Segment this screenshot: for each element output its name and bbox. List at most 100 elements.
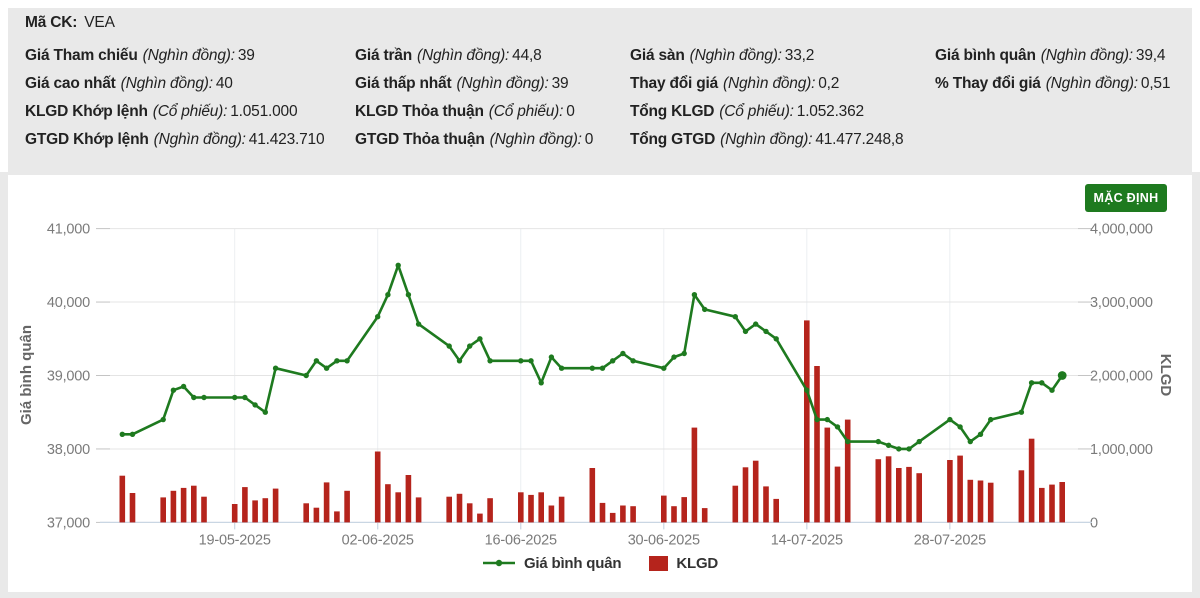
price-point[interactable] — [467, 343, 473, 349]
price-point[interactable] — [814, 416, 820, 423]
price-point[interactable] — [977, 431, 984, 437]
legend-item-volume[interactable]: KLGD — [649, 555, 718, 572]
volume-bar[interactable] — [1039, 487, 1045, 523]
volume-bar[interactable] — [977, 480, 984, 523]
volume-bar[interactable] — [1028, 438, 1035, 523]
price-point[interactable] — [1039, 380, 1045, 386]
price-point[interactable] — [957, 424, 963, 430]
volume-bar[interactable] — [548, 505, 555, 523]
volume-bar[interactable] — [252, 500, 258, 523]
default-view-button[interactable]: MẶC ĐỊNH — [1085, 184, 1167, 212]
price-point[interactable] — [487, 358, 493, 364]
price-point[interactable] — [702, 306, 708, 313]
price-point[interactable] — [252, 402, 258, 408]
volume-bar[interactable] — [446, 496, 452, 523]
price-point[interactable] — [334, 358, 340, 364]
volume-bar[interactable] — [334, 511, 340, 523]
volume-bar[interactable] — [518, 492, 524, 523]
volume-bar[interactable] — [313, 507, 320, 523]
price-point[interactable] — [875, 438, 881, 445]
price-point[interactable] — [558, 365, 565, 371]
volume-bar[interactable] — [630, 506, 636, 523]
volume-bar[interactable] — [477, 513, 483, 523]
price-point[interactable] — [845, 438, 851, 445]
price-point[interactable] — [242, 394, 248, 401]
price-point[interactable] — [119, 431, 126, 437]
volume-bar[interactable] — [180, 487, 187, 523]
price-point[interactable] — [405, 292, 412, 298]
price-point[interactable] — [129, 431, 136, 437]
volume-bar[interactable] — [538, 492, 544, 523]
price-point[interactable] — [988, 416, 994, 423]
price-point[interactable] — [763, 328, 769, 335]
legend-item-price[interactable]: Giá bình quân — [482, 555, 622, 572]
volume-bar[interactable] — [661, 495, 667, 523]
price-point[interactable] — [620, 350, 626, 357]
price-point[interactable] — [824, 416, 830, 423]
price-point[interactable] — [896, 446, 902, 452]
price-point[interactable] — [773, 336, 779, 342]
volume-bar[interactable] — [262, 498, 269, 523]
volume-bar[interactable] — [129, 493, 136, 523]
price-point[interactable] — [630, 358, 636, 364]
price-point[interactable] — [170, 387, 177, 393]
price-point[interactable] — [456, 358, 463, 364]
volume-bar[interactable] — [732, 485, 739, 523]
volume-bar[interactable] — [242, 487, 248, 523]
volume-bar[interactable] — [804, 320, 810, 523]
volume-bar[interactable] — [272, 488, 279, 523]
volume-bar[interactable] — [1018, 470, 1025, 523]
price-point[interactable] — [1049, 387, 1055, 393]
price-point[interactable] — [344, 358, 350, 364]
volume-bar[interactable] — [160, 497, 166, 523]
price-point[interactable] — [528, 358, 534, 364]
volume-bar[interactable] — [916, 473, 922, 523]
volume-bar[interactable] — [824, 427, 831, 523]
price-point[interactable] — [732, 314, 738, 320]
volume-bar[interactable] — [385, 484, 391, 523]
price-point[interactable] — [885, 442, 892, 448]
volume-bar[interactable] — [303, 503, 309, 523]
price-point[interactable] — [201, 394, 207, 401]
volume-bar[interactable] — [528, 494, 534, 523]
volume-bar[interactable] — [701, 508, 708, 523]
volume-bar[interactable] — [599, 502, 606, 523]
volume-bar[interactable] — [814, 366, 820, 523]
volume-bar[interactable] — [201, 496, 207, 523]
volume-bar[interactable] — [1049, 484, 1055, 523]
price-point[interactable] — [691, 292, 698, 298]
volume-bar[interactable] — [742, 467, 749, 523]
volume-bar[interactable] — [119, 475, 126, 523]
price-point[interactable] — [477, 336, 483, 342]
price-point[interactable] — [906, 446, 912, 452]
price-point[interactable] — [1028, 380, 1035, 386]
price-point[interactable] — [834, 424, 841, 430]
price-point[interactable] — [180, 383, 187, 390]
volume-bar[interactable] — [323, 482, 330, 523]
volume-bar[interactable] — [231, 504, 238, 523]
volume-bar[interactable] — [671, 506, 677, 523]
price-point[interactable] — [916, 438, 922, 445]
price-point[interactable] — [415, 321, 422, 327]
volume-bar[interactable] — [752, 460, 759, 523]
volume-bar[interactable] — [191, 485, 197, 523]
volume-bar[interactable] — [589, 468, 596, 523]
price-point[interactable] — [395, 262, 401, 268]
volume-bar[interactable] — [947, 460, 953, 523]
price-point[interactable] — [446, 343, 452, 349]
price-point[interactable] — [753, 321, 759, 327]
price-point[interactable] — [1018, 409, 1025, 415]
price-point[interactable] — [232, 394, 238, 401]
volume-bar[interactable] — [170, 490, 177, 523]
price-point[interactable] — [947, 416, 953, 423]
volume-bar[interactable] — [374, 451, 381, 523]
price-point[interactable] — [681, 350, 687, 357]
volume-bar[interactable] — [875, 459, 882, 523]
volume-bar[interactable] — [691, 427, 698, 523]
price-point[interactable] — [661, 365, 667, 371]
price-point[interactable] — [191, 394, 197, 401]
volume-bar[interactable] — [681, 497, 687, 523]
price-point[interactable] — [323, 365, 330, 371]
price-point[interactable] — [313, 358, 320, 364]
price-point[interactable] — [385, 292, 391, 298]
